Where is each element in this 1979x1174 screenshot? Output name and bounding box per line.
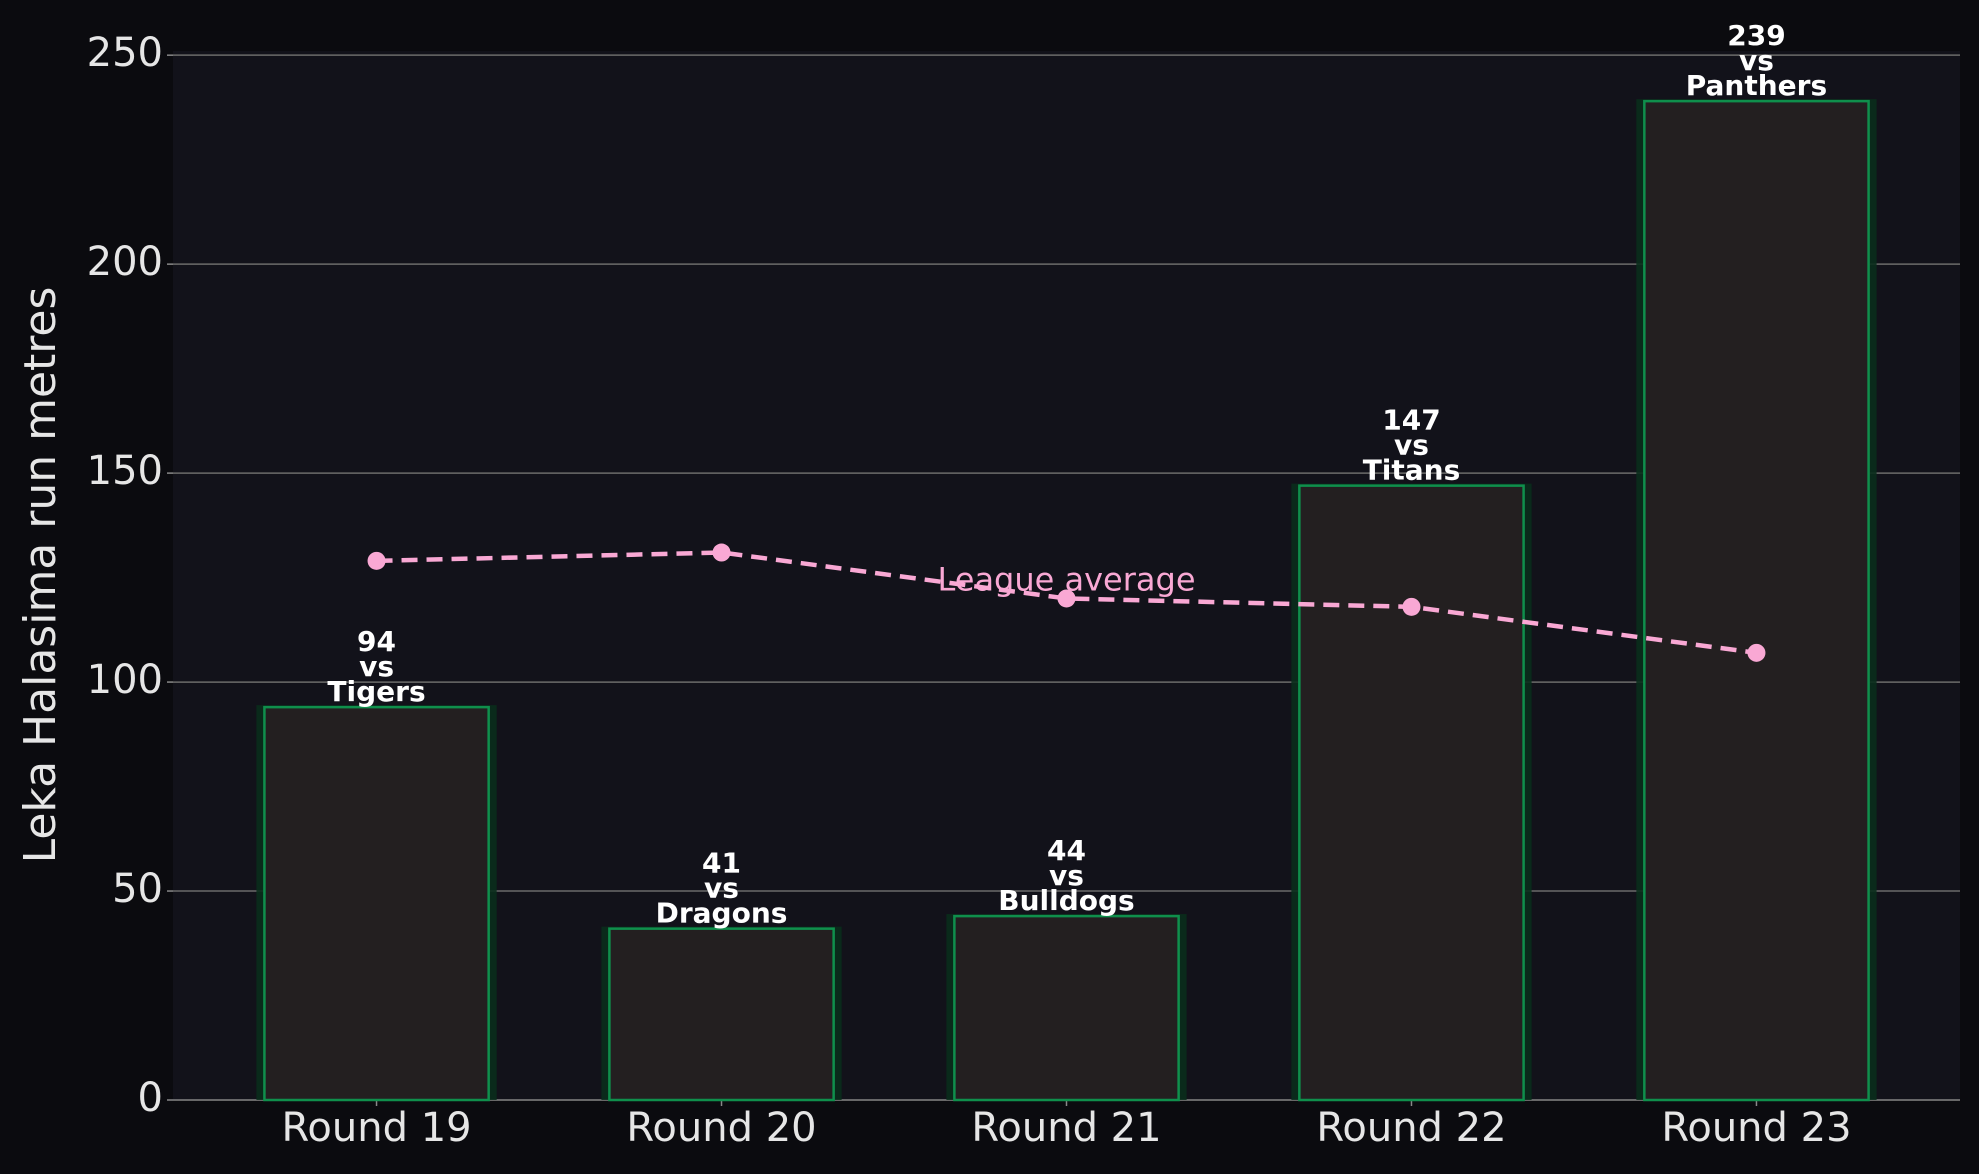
y-tick-label: 200 [87,239,163,285]
value-label: vs [1394,429,1429,462]
value-label: Panthers [1686,69,1827,102]
value-label: 147 [1382,404,1440,437]
y-tick-label: 100 [87,657,163,703]
bar [263,705,490,1102]
x-tick-label: Round 22 [1316,1105,1506,1151]
x-tick-label: Round 20 [626,1105,816,1151]
y-tick-label: 50 [112,866,163,912]
value-label: 239 [1727,19,1785,52]
x-tick-label: Round 21 [971,1105,1161,1151]
y-tick-label: 250 [87,30,163,76]
bar [608,927,835,1102]
value-label: Dragons [656,897,788,930]
x-tick-label: Round 19 [281,1105,471,1151]
bar [953,914,1180,1102]
value-label: 41 [702,847,741,880]
value-label: vs [704,872,739,905]
value-label: Bulldogs [998,884,1134,917]
x-tick-label: Round 23 [1661,1105,1851,1151]
value-label: 94 [357,625,396,658]
line-label: League average [937,560,1195,598]
average-point [1057,589,1076,608]
average-point [1402,597,1421,616]
average-point [1747,643,1766,662]
bar [1643,99,1870,1102]
y-axis-label: Leka Halasima run metres [15,287,66,864]
average-line [376,550,1757,656]
value-label: Titans [1363,454,1461,487]
average-point [367,551,386,570]
y-tick-label: 150 [87,448,163,494]
value-label: Tigers [327,675,425,708]
bar [1298,484,1525,1102]
value-label: vs [359,650,394,683]
y-tick-label: 0 [138,1075,163,1121]
value-label: 44 [1047,834,1086,867]
average-point [712,543,731,562]
value-label: vs [1739,44,1774,77]
value-label: vs [1049,859,1084,892]
